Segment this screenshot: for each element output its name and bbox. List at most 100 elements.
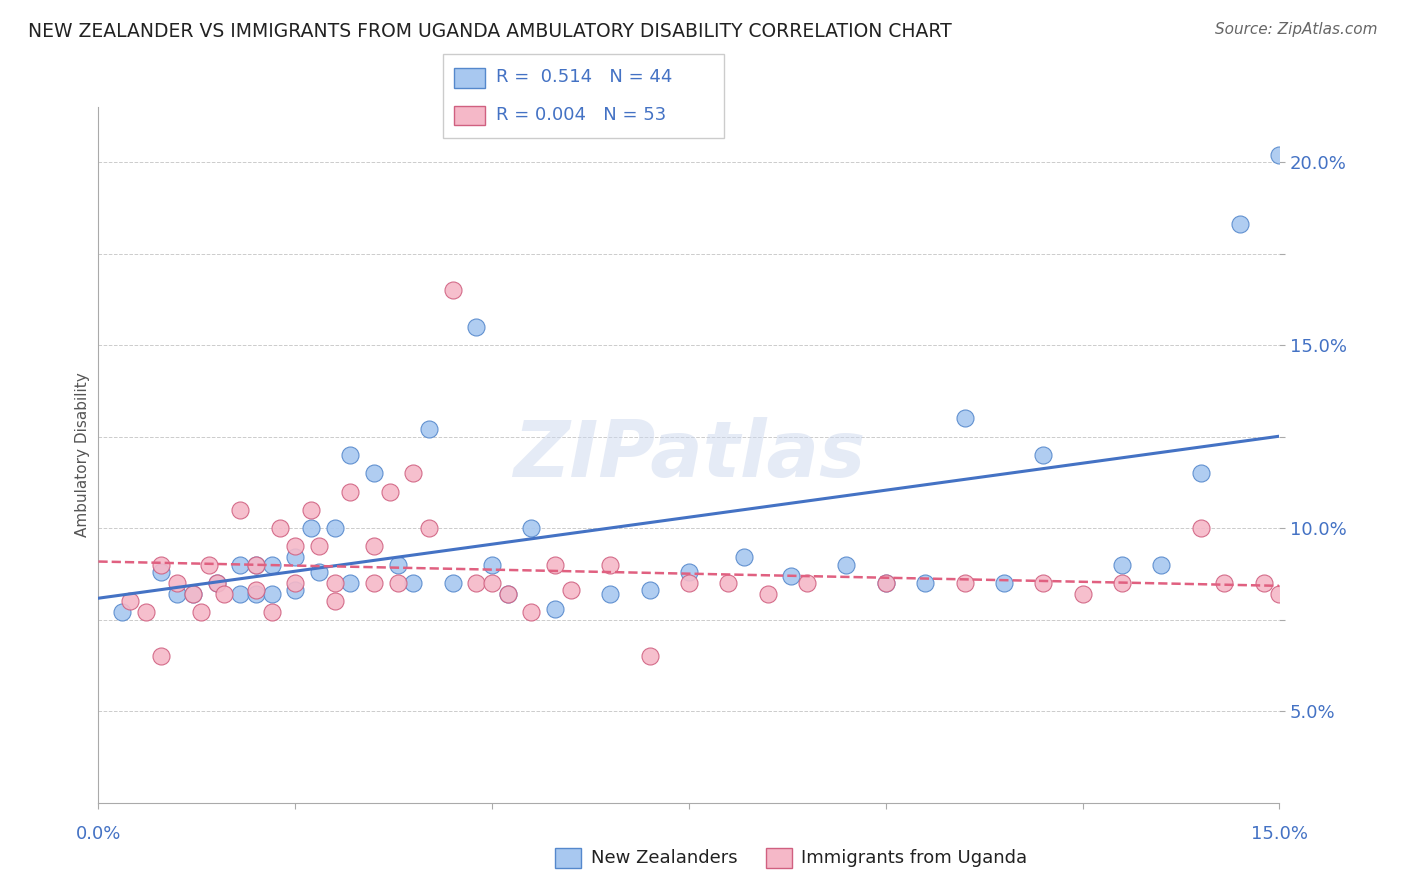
Text: Source: ZipAtlas.com: Source: ZipAtlas.com — [1215, 22, 1378, 37]
Point — [284, 540, 307, 554]
Point — [599, 587, 621, 601]
Point — [1032, 576, 1054, 591]
Point — [378, 484, 401, 499]
Point — [323, 521, 346, 535]
Point — [284, 576, 307, 591]
Point — [339, 448, 361, 462]
Point — [544, 558, 567, 572]
Point — [756, 587, 779, 601]
Point — [363, 576, 385, 591]
Point — [1071, 587, 1094, 601]
Point — [914, 576, 936, 591]
Text: Immigrants from Uganda: Immigrants from Uganda — [801, 849, 1028, 867]
Point — [284, 550, 307, 565]
Point — [308, 565, 330, 579]
Text: 15.0%: 15.0% — [1251, 825, 1308, 843]
Point — [678, 576, 700, 591]
Point — [245, 558, 267, 572]
Point — [260, 558, 283, 572]
Point — [205, 576, 228, 591]
Point — [181, 587, 204, 601]
Point — [733, 550, 755, 565]
Point — [229, 587, 252, 601]
Point — [260, 587, 283, 601]
Point — [150, 649, 173, 664]
Point — [1150, 558, 1173, 572]
Point — [166, 576, 188, 591]
Point — [323, 576, 346, 591]
Point — [993, 576, 1015, 591]
Point — [544, 601, 567, 615]
Point — [599, 558, 621, 572]
Point — [339, 576, 361, 591]
Point — [560, 583, 582, 598]
Point — [229, 503, 252, 517]
Text: R = 0.004   N = 53: R = 0.004 N = 53 — [496, 105, 666, 123]
Text: ZIPatlas: ZIPatlas — [513, 417, 865, 493]
Point — [197, 558, 219, 572]
Text: NEW ZEALANDER VS IMMIGRANTS FROM UGANDA AMBULATORY DISABILITY CORRELATION CHART: NEW ZEALANDER VS IMMIGRANTS FROM UGANDA … — [28, 22, 952, 41]
Point — [1268, 587, 1291, 601]
Point — [1189, 521, 1212, 535]
Point — [717, 576, 740, 591]
Point — [299, 521, 322, 535]
Point — [1111, 576, 1133, 591]
Point — [1331, 576, 1354, 591]
Point — [245, 583, 267, 598]
Point — [284, 583, 307, 598]
Point — [269, 521, 291, 535]
Point — [1111, 558, 1133, 572]
Point — [190, 606, 212, 620]
Point — [441, 283, 464, 297]
Point — [150, 558, 173, 572]
Point — [387, 558, 409, 572]
Point — [339, 484, 361, 499]
Point — [229, 558, 252, 572]
Point — [520, 521, 543, 535]
Point — [481, 558, 503, 572]
Point — [875, 576, 897, 591]
Point — [780, 568, 803, 582]
Point — [418, 422, 440, 436]
Point — [638, 583, 661, 598]
Point — [1308, 624, 1330, 638]
Point — [496, 587, 519, 601]
Point — [150, 565, 173, 579]
Point — [387, 576, 409, 591]
Point — [299, 503, 322, 517]
Point — [481, 576, 503, 591]
Point — [835, 558, 858, 572]
Y-axis label: Ambulatory Disability: Ambulatory Disability — [75, 373, 90, 537]
Point — [245, 558, 267, 572]
Text: 0.0%: 0.0% — [76, 825, 121, 843]
Point — [1268, 147, 1291, 161]
Point — [214, 587, 236, 601]
Point — [1189, 467, 1212, 481]
Point — [118, 594, 141, 608]
Point — [260, 606, 283, 620]
Point — [308, 540, 330, 554]
Point — [402, 467, 425, 481]
Point — [638, 649, 661, 664]
Point — [953, 411, 976, 425]
Text: New Zealanders: New Zealanders — [591, 849, 737, 867]
Point — [402, 576, 425, 591]
Point — [418, 521, 440, 535]
Point — [166, 587, 188, 601]
Point — [111, 606, 134, 620]
Point — [1213, 576, 1236, 591]
Point — [1032, 448, 1054, 462]
Point — [1253, 576, 1275, 591]
Point — [363, 540, 385, 554]
Point — [1284, 606, 1306, 620]
Point — [875, 576, 897, 591]
Point — [520, 606, 543, 620]
Point — [363, 467, 385, 481]
Point — [245, 587, 267, 601]
Point — [496, 587, 519, 601]
Text: R =  0.514   N = 44: R = 0.514 N = 44 — [496, 69, 672, 87]
Point — [323, 594, 346, 608]
Point — [465, 319, 488, 334]
Point — [181, 587, 204, 601]
Point — [796, 576, 818, 591]
